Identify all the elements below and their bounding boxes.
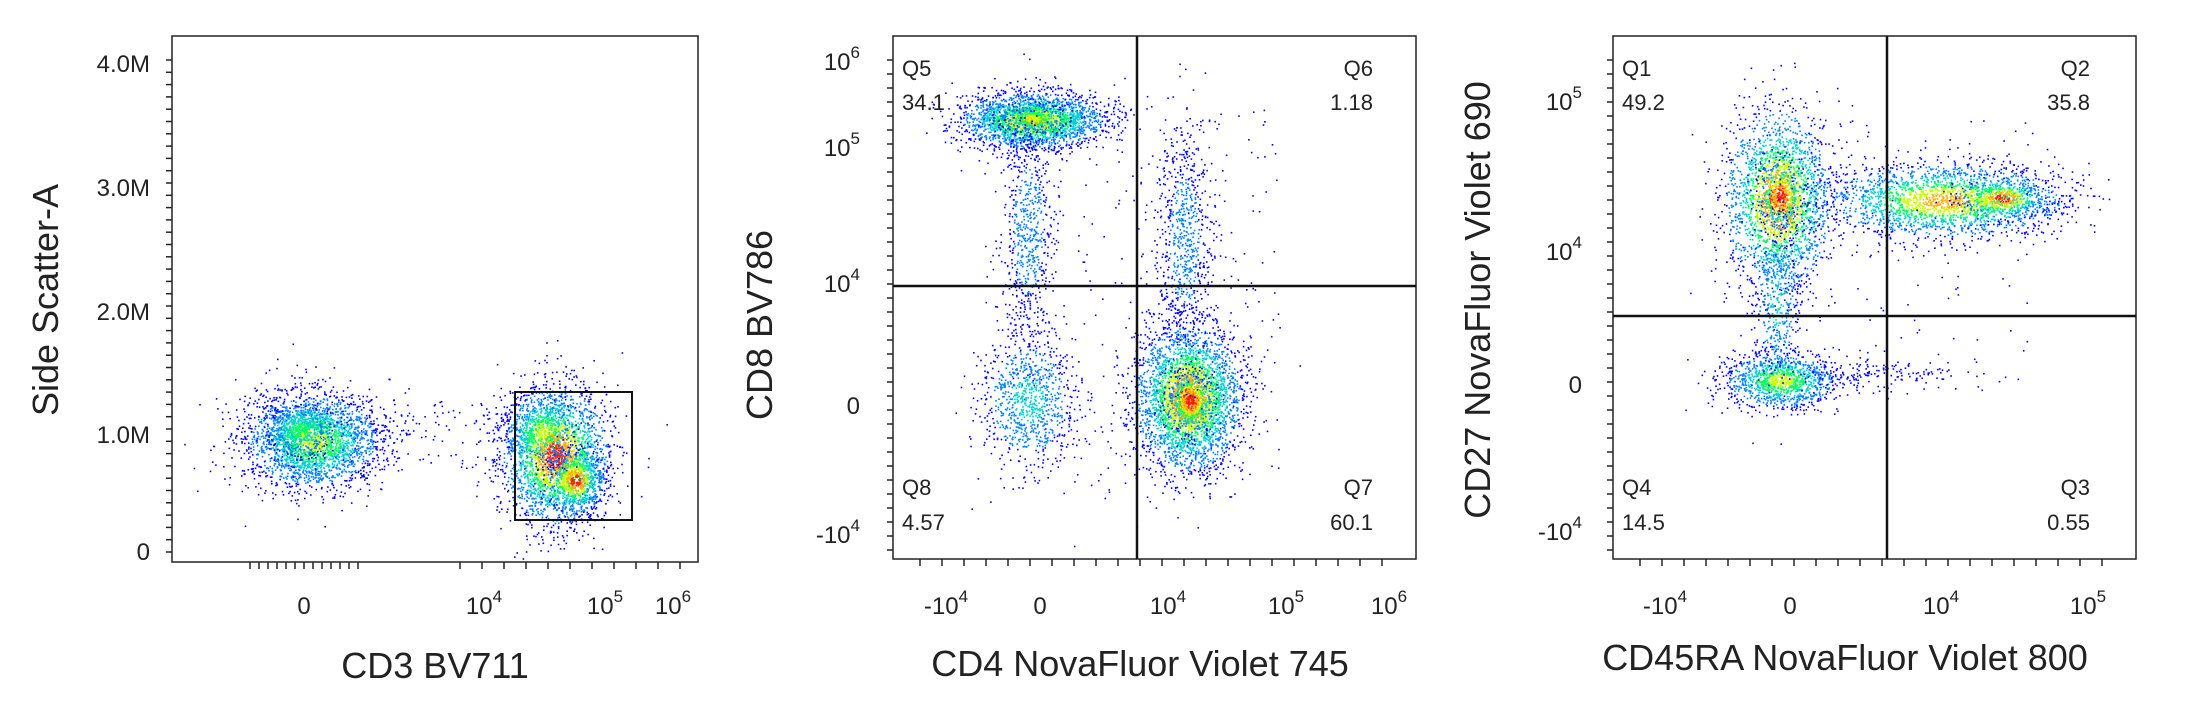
panel-cd3-ssc: 0 1.0M 2.0M 3.0M 4.0M 0 104 105 106 CD3 … [25, 35, 699, 686]
x-tick-label: 106 [655, 587, 691, 620]
x-tick-label: -104 [924, 587, 968, 620]
quadrant-value-q2: 35.8 [2047, 90, 2090, 115]
x-axis-2-minor-ticks [919, 559, 1383, 566]
quadrant-value-q7: 60.1 [1330, 510, 1373, 535]
x-axis-title-2: CD4 NovaFluor Violet 745 [931, 643, 1349, 684]
y-tick-label: 106 [824, 43, 860, 76]
y-axis-title-1: Side Scatter-A [25, 184, 66, 416]
x-tick-label: 104 [466, 587, 502, 620]
quadrant-value-q5: 34.1 [902, 90, 945, 115]
x-axis-3-minor-ticks [1639, 559, 2103, 566]
y-tick-label: 0 [1569, 372, 1582, 399]
y-axis-3-minor-ticks [1607, 59, 1613, 551]
y-axis-title-2: CD8 BV786 [739, 230, 780, 420]
quadrant-value-q1: 49.2 [1622, 90, 1665, 115]
x-tick-label: 105 [1268, 587, 1304, 620]
y-axis-title-3: CD27 NovaFluor Violet 690 [1457, 81, 1498, 519]
y-tick-label: 0 [137, 539, 150, 566]
x-tick-label: 0 [1783, 593, 1796, 620]
quadrant-name-q4: Q4 [1622, 475, 1651, 500]
quadrant-value-q3: 0.55 [2047, 510, 2090, 535]
x-axis-title-3: CD45RA NovaFluor Violet 800 [1602, 637, 2088, 678]
plot-frame-1 [171, 35, 699, 563]
y-axis-2-minor-ticks [887, 59, 893, 551]
quadrant-name-q7: Q7 [1344, 475, 1373, 500]
cd3-positive-gate [514, 391, 633, 521]
x-tick-label: 105 [587, 587, 623, 620]
quadrant-name-q6: Q6 [1344, 56, 1373, 81]
plot-area-2 [926, 53, 1301, 548]
x-axis-1-minor-ticks [249, 562, 681, 569]
plot-area-1 [184, 340, 668, 560]
quadrant-value-q6: 1.18 [1330, 90, 1373, 115]
panel-cd45ra-cd27: Q1 49.2 Q2 35.8 Q3 0.55 Q4 14.5 -104 0 1… [1457, 35, 2137, 678]
y-tick-label: 104 [1546, 233, 1582, 266]
y-tick-label: 1.0M [97, 422, 150, 449]
x-tick-label: 104 [1923, 587, 1959, 620]
plot-area-3 [1685, 62, 2111, 445]
quadrant-name-q3: Q3 [2061, 475, 2090, 500]
y-tick-label: 105 [1546, 83, 1582, 116]
quadrant-name-q8: Q8 [902, 475, 931, 500]
y-tick-label: 0 [847, 393, 860, 420]
x-tick-label: 105 [2070, 587, 2106, 620]
x-tick-label: 0 [1033, 593, 1046, 620]
y-tick-label: -104 [816, 516, 860, 549]
quadrant-name-q2: Q2 [2061, 56, 2090, 81]
panel-cd4-cd8: Q5 34.1 Q6 1.18 Q7 60.1 Q8 4.57 -104 0 1… [739, 35, 1417, 684]
x-tick-label: 104 [1150, 587, 1186, 620]
quadrant-name-q1: Q1 [1622, 56, 1651, 81]
x-tick-label: -104 [1643, 587, 1687, 620]
y-tick-label: 104 [824, 265, 860, 298]
y-tick-label: 2.0M [97, 299, 150, 326]
quadrant-value-q8: 4.57 [902, 510, 945, 535]
quadrant-value-q4: 14.5 [1622, 510, 1665, 535]
quadrant-name-q5: Q5 [902, 56, 931, 81]
x-tick-label: 0 [297, 593, 310, 620]
y-tick-label: 3.0M [97, 175, 150, 202]
y-tick-label: 105 [824, 129, 860, 162]
y-axis-1-minor-ticks [166, 59, 172, 553]
y-tick-label: -104 [1538, 513, 1582, 546]
x-tick-label: 106 [1371, 587, 1407, 620]
x-axis-title-1: CD3 BV711 [341, 645, 528, 686]
y-tick-label: 4.0M [97, 51, 150, 78]
